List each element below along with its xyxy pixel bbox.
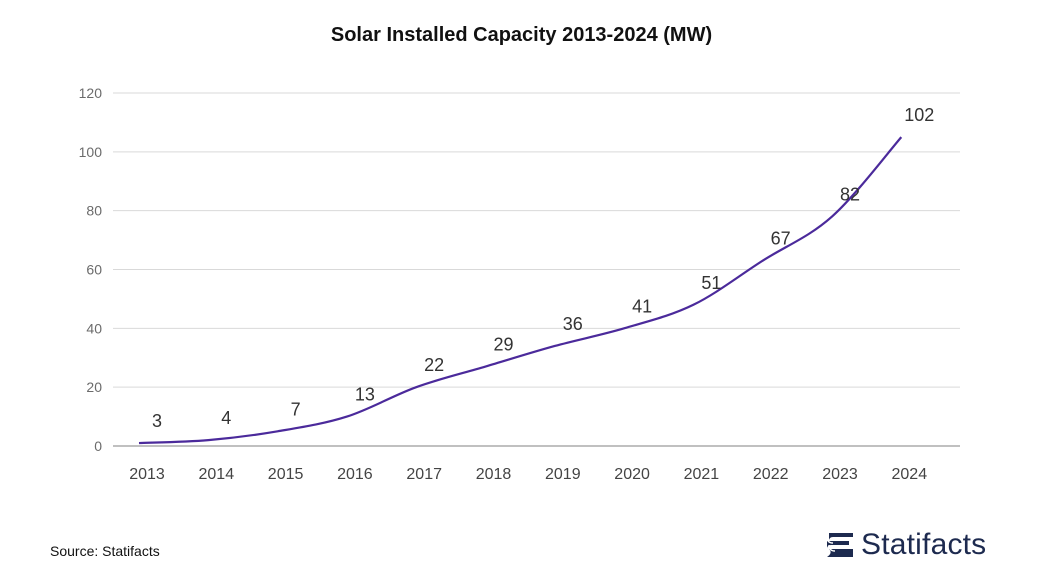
chart-title: Solar Installed Capacity 2013-2024 (MW) — [330, 24, 713, 46]
data-label: 51 — [701, 273, 721, 293]
data-label: 29 — [493, 335, 513, 355]
brand-name: Statifacts — [861, 528, 987, 561]
x-tick-label: 2016 — [337, 466, 373, 483]
x-tick-label: 2023 — [822, 466, 858, 483]
x-tick-label: 2017 — [406, 466, 442, 483]
x-axis-ticks: 2013 2014 2015 2016 2017 2018 2019 2020 2021 2022… — [129, 466, 927, 483]
y-tick-label: 60 — [86, 262, 102, 278]
y-tick-label: 120 — [79, 85, 103, 101]
data-label: 4 — [221, 408, 231, 428]
y-tick-label: 20 — [86, 379, 102, 395]
y-axis-ticks: 0 20 40 60 80 100 120 — [79, 85, 103, 454]
y-tick-label: 100 — [79, 144, 103, 160]
y-tick-label: 0 — [94, 438, 102, 454]
x-tick-label: 2015 — [268, 466, 304, 483]
x-tick-label: 2020 — [614, 466, 650, 483]
y-tick-label: 80 — [86, 203, 102, 219]
brand-logo: Statifacts — [825, 528, 986, 562]
data-label: 36 — [563, 314, 583, 334]
gridlines — [113, 92, 960, 388]
source-note: Source: Statifacts — [50, 543, 160, 559]
data-label: 7 — [291, 399, 301, 419]
x-tick-label: 2014 — [199, 466, 235, 483]
statifacts-logo-icon — [826, 533, 853, 557]
data-label: 102 — [904, 105, 934, 125]
x-tick-label: 2013 — [129, 466, 165, 483]
data-label: 22 — [424, 355, 444, 375]
data-label: 67 — [771, 229, 791, 249]
series-line — [138, 136, 903, 445]
y-tick-label: 40 — [86, 320, 102, 336]
data-label: 3 — [152, 411, 162, 431]
x-tick-label: 2024 — [892, 466, 928, 483]
data-label: 82 — [840, 185, 860, 205]
x-tick-label: 2018 — [476, 466, 512, 483]
x-tick-label: 2019 — [545, 466, 581, 483]
data-label: 13 — [355, 385, 375, 405]
data-label: 41 — [632, 296, 652, 316]
data-labels: 3 4 7 13 22 29 36 41 51 67 82 102 — [152, 105, 934, 431]
x-tick-label: 2022 — [753, 466, 789, 483]
x-tick-label: 2021 — [684, 466, 720, 483]
